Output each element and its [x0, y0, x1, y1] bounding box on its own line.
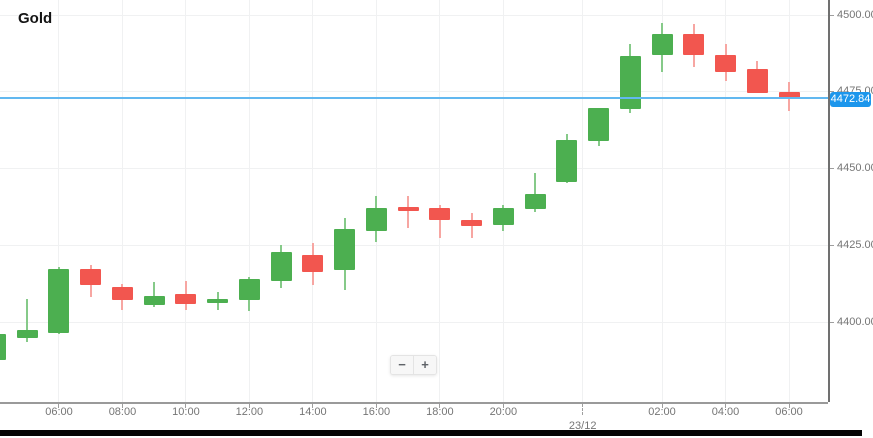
time-axis[interactable]: 06:00 08:00 10:00 12:00 14:00 16:00 18:00 20:00… — [0, 402, 873, 432]
time-tick-label: 06:00 — [45, 406, 73, 418]
candle-body — [429, 208, 451, 220]
bottom-black-bar — [0, 430, 862, 436]
candle-body — [683, 34, 705, 55]
time-tick-label: 18:00 — [426, 406, 454, 418]
time-tick — [439, 404, 441, 408]
vertical-gridline — [661, 0, 663, 402]
date-tick-dashed — [582, 404, 584, 415]
time-tick-label: 12:00 — [235, 406, 264, 418]
zoom-out-button[interactable]: − — [391, 356, 413, 374]
time-tick — [788, 404, 790, 408]
candle-wick — [26, 298, 29, 342]
current-price-badge: 4472.84 — [830, 92, 871, 107]
price-tick-label: 4425.00 — [837, 238, 873, 251]
time-tick-label: 04:00 — [711, 406, 740, 418]
price-tick-label: 4500.00 — [837, 8, 873, 21]
candle-body — [48, 268, 70, 334]
time-tick — [312, 404, 314, 408]
candle-wick — [534, 173, 537, 212]
candle-body — [461, 219, 483, 226]
candle-wick — [407, 196, 410, 229]
candle-body — [556, 139, 578, 182]
price-tick — [830, 244, 834, 246]
time-tick — [502, 404, 504, 408]
vertical-gridline — [312, 0, 314, 402]
candle-body — [0, 333, 6, 360]
current-price-line — [0, 97, 828, 100]
zoom-in-button[interactable]: + — [414, 356, 436, 374]
candle-body — [111, 286, 133, 300]
candle-body — [588, 108, 610, 142]
zoom-controls-divider — [413, 356, 414, 374]
candle-body — [143, 295, 165, 306]
candle-body — [238, 279, 260, 300]
current-price-value: 4472.84 — [830, 93, 871, 105]
date-tick-label: 23/12 — [568, 420, 597, 432]
price-tick-label: 4400.00 — [837, 315, 873, 328]
candle-wick — [438, 205, 441, 239]
horizontal-gridline — [0, 244, 828, 246]
time-tick — [248, 404, 250, 408]
time-tick-label: 02:00 — [648, 406, 676, 418]
vertical-gridline — [502, 0, 504, 402]
time-tick-label: 08:00 — [108, 406, 137, 418]
candlestick-plot-area[interactable] — [0, 0, 828, 402]
time-tick — [661, 404, 663, 408]
time-tick — [121, 404, 123, 408]
price-tick — [830, 91, 834, 93]
candle-body — [397, 207, 419, 212]
horizontal-gridline — [0, 321, 828, 323]
candle-body — [619, 55, 641, 110]
horizontal-gridline — [0, 91, 828, 93]
candle-body — [746, 69, 768, 93]
candle-body — [175, 293, 197, 304]
time-tick-label: 10:00 — [172, 406, 200, 418]
time-tick-label: 06:00 — [775, 406, 803, 418]
time-tick — [725, 404, 727, 408]
candle-body — [80, 268, 102, 285]
price-tick — [830, 14, 834, 16]
candle-body — [365, 208, 387, 232]
price-tick — [830, 168, 834, 169]
plus-icon: + — [421, 357, 429, 372]
price-tick-label: 4450.00 — [837, 162, 873, 174]
vertical-gridline — [121, 0, 123, 402]
horizontal-gridline — [0, 14, 828, 16]
vertical-gridline — [185, 0, 187, 402]
candle-body — [302, 254, 324, 272]
time-axis-line — [0, 402, 828, 404]
time-tick — [58, 404, 60, 408]
time-tick-label: 16:00 — [362, 406, 391, 418]
vertical-gridline — [439, 0, 441, 402]
price-tick — [830, 321, 834, 323]
candle-body — [524, 193, 546, 209]
candle-body — [778, 91, 800, 99]
time-tick-label: 20:00 — [489, 406, 518, 418]
candle-body — [207, 298, 229, 303]
candle-wick — [153, 281, 156, 307]
candle-body — [16, 329, 38, 338]
vertical-gridline — [725, 0, 727, 402]
candle-body — [651, 34, 673, 55]
horizontal-gridline — [0, 168, 828, 169]
minus-icon: − — [398, 357, 406, 372]
candle-body — [270, 252, 292, 282]
vertical-gridline — [248, 0, 250, 402]
vertical-gridline — [788, 0, 790, 402]
vertical-gridline — [58, 0, 60, 402]
candle-body — [334, 229, 356, 270]
time-tick-label: 14:00 — [299, 406, 327, 418]
symbol-title: Gold — [18, 10, 53, 27]
time-tick — [185, 404, 187, 408]
vertical-gridline — [582, 0, 584, 402]
time-tick — [375, 404, 377, 408]
zoom-controls: − + — [390, 355, 437, 375]
candle-body — [492, 208, 514, 225]
candle-body — [715, 54, 737, 72]
